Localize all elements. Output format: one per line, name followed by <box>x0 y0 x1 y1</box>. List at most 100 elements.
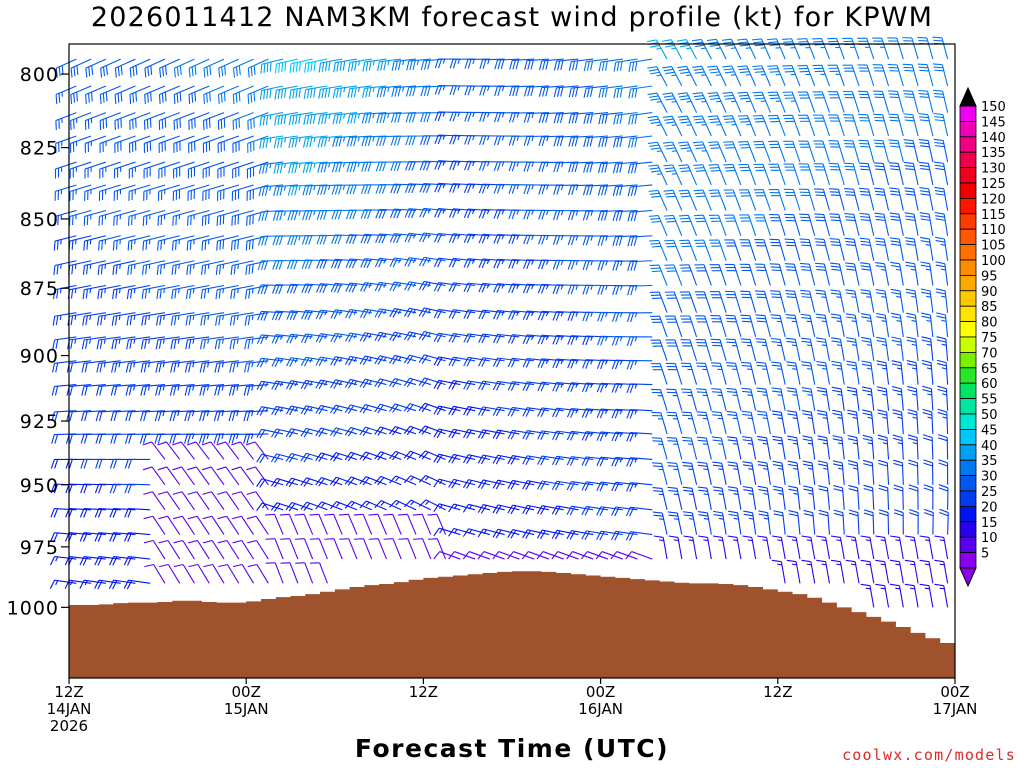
wind-barb <box>802 460 816 485</box>
credit-link[interactable]: coolwx.com/models <box>842 746 1016 764</box>
wind-barb <box>650 363 668 385</box>
wind-barb <box>433 308 461 319</box>
wind-barb <box>94 579 121 590</box>
wind-barb <box>95 384 121 396</box>
colorbar-swatch <box>959 428 977 446</box>
wind-barb <box>680 362 698 385</box>
wind-barb <box>743 510 757 535</box>
wind-barb <box>801 361 816 385</box>
wind-barb <box>740 290 757 313</box>
wind-barb <box>537 259 564 270</box>
wind-barb <box>693 164 712 186</box>
wind-barb <box>217 491 240 511</box>
wind-barb <box>53 235 77 251</box>
wind-barb <box>464 58 490 69</box>
wind-barb <box>934 583 949 608</box>
wind-barb <box>140 384 166 396</box>
wind-barb <box>845 313 860 337</box>
colorbar-label: 20 <box>981 500 998 515</box>
wind-barb <box>843 114 860 137</box>
wind-barb <box>186 235 210 251</box>
x-tick-label: 15JAN <box>224 700 269 718</box>
wind-barb <box>214 384 239 396</box>
wind-barb <box>142 209 166 226</box>
wind-barb <box>185 312 210 326</box>
wind-barb <box>114 135 136 153</box>
wind-barb <box>666 411 683 435</box>
wind-barb <box>50 507 77 518</box>
wind-barb <box>316 283 343 294</box>
colorbar-swatch <box>959 505 977 523</box>
wind-barb <box>919 187 934 211</box>
wind-barb <box>567 209 594 221</box>
wind-barb <box>695 315 712 338</box>
wind-barb <box>172 466 195 486</box>
wind-barb <box>478 357 505 367</box>
colorbar-swatch <box>959 475 977 492</box>
wind-barb <box>353 513 373 535</box>
wind-barb <box>568 58 594 71</box>
wind-barb <box>54 161 77 179</box>
colorbar-swatch <box>959 367 977 384</box>
wind-barb <box>611 506 638 517</box>
wind-barb <box>697 486 712 510</box>
wind-barb <box>245 441 269 460</box>
wind-barb <box>285 477 313 488</box>
wind-barb <box>256 406 284 416</box>
wind-barb <box>84 161 107 179</box>
wind-barb <box>368 513 387 535</box>
wind-barb <box>344 404 372 414</box>
wind-barb <box>860 535 875 560</box>
wind-barb <box>332 85 358 99</box>
wind-barb <box>859 212 875 236</box>
wind-barb <box>816 360 831 385</box>
wind-barb <box>919 583 934 608</box>
wind-barb <box>521 551 550 560</box>
wind-barb <box>332 112 358 125</box>
colorbar-swatch <box>959 290 977 307</box>
wind-barb <box>448 551 476 560</box>
wind-barb <box>433 478 461 488</box>
wind-barb <box>157 184 180 201</box>
y-tick-label: 975 <box>20 537 59 559</box>
wind-barb <box>873 113 890 137</box>
wind-barb <box>448 527 476 537</box>
wind-barb <box>583 58 609 72</box>
wind-barb <box>889 187 904 211</box>
wind-barb <box>65 433 92 444</box>
wind-barb <box>449 134 476 145</box>
wind-barb <box>85 58 107 78</box>
wind-barb <box>539 58 564 71</box>
wind-barb <box>285 380 313 390</box>
wind-barb <box>99 161 121 179</box>
wind-barb <box>217 135 240 153</box>
wind-barb <box>877 434 890 460</box>
wind-barb <box>158 515 181 535</box>
wind-barb <box>478 183 505 194</box>
wind-barb <box>492 429 520 440</box>
wind-barb <box>256 478 284 488</box>
wind-barb <box>230 284 254 300</box>
wind-barb <box>903 139 919 163</box>
wind-barb <box>922 385 934 411</box>
wind-barb <box>477 479 505 490</box>
wind-barb <box>522 480 550 490</box>
wind-barb <box>55 85 77 104</box>
wind-barb <box>667 511 683 535</box>
wind-barb <box>80 433 106 444</box>
wind-barb <box>583 161 609 173</box>
wind-barb <box>827 91 845 113</box>
wind-barb <box>832 460 845 485</box>
wind-barb <box>847 460 860 485</box>
wind-barb <box>462 479 490 489</box>
wind-barb <box>833 485 845 510</box>
colorbar-swatch <box>959 552 977 569</box>
wind-barb <box>677 65 698 87</box>
wind-barb <box>828 114 845 137</box>
wind-barb <box>889 212 904 236</box>
wind-barb <box>287 184 313 196</box>
colorbar-label: 90 <box>981 285 998 300</box>
wind-barb <box>830 289 845 313</box>
wind-barb <box>596 506 623 516</box>
wind-barb <box>493 161 520 171</box>
